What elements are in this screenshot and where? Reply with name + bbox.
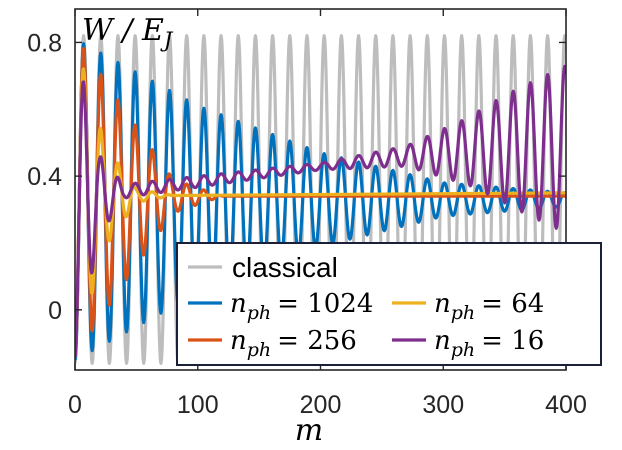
y-tick-label: 0	[48, 297, 62, 325]
x-tick-label: 200	[300, 391, 342, 419]
x-tick-label: 0	[68, 391, 82, 419]
series-line-n64	[75, 67, 566, 354]
legend-label-n256: nph = 256	[230, 326, 357, 361]
y-axis-label: W / EJ	[82, 13, 174, 52]
x-tick-label: 100	[177, 391, 219, 419]
series-line-n16	[75, 64, 566, 357]
svg-text:W / EJ: W / EJ	[82, 13, 174, 52]
legend-label-n1024: nph = 1024	[230, 289, 373, 324]
legend-label-classical: classical	[232, 252, 338, 283]
x-tick-label: 400	[545, 391, 587, 419]
legend-label-n64: nph = 64	[434, 289, 544, 324]
y-tick-label: 0.8	[27, 29, 62, 57]
legend-label-n16: nph = 16	[434, 326, 544, 361]
series-line-n256	[75, 47, 566, 357]
legend-box	[176, 242, 602, 366]
x-axis-label: m	[295, 413, 323, 448]
y-tick-label: 0.4	[27, 163, 62, 191]
x-tick-label: 300	[422, 391, 464, 419]
legend: classical nph = 1024 nph = 64 nph = 256 nph = 16	[176, 242, 602, 366]
